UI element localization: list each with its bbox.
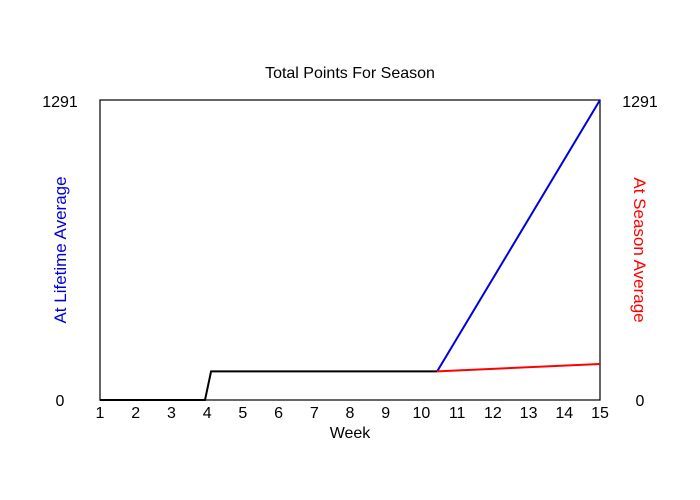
x-tick-label: 15: [591, 405, 609, 422]
series-layer: [100, 99, 601, 401]
x-tick-labels: 1 2 3 4 5 6 7 8 9 10 11 12 13 14 15: [96, 405, 609, 422]
series-line-1: [436, 99, 601, 372]
x-tick-label: 1: [96, 405, 105, 422]
x-tick-label: 7: [310, 405, 319, 422]
x-tick-label: 9: [381, 405, 390, 422]
x-tick-label: 12: [484, 405, 502, 422]
chart-title: Total Points For Season: [265, 65, 435, 82]
x-tick-label: 10: [413, 405, 431, 422]
y-tick-left-max: 1291: [42, 94, 78, 111]
x-tick-label: 14: [555, 405, 573, 422]
x-axis-label: Week: [330, 425, 372, 442]
x-tick-label: 2: [131, 405, 140, 422]
x-tick-label: 4: [203, 405, 212, 422]
x-tick-label: 13: [520, 405, 538, 422]
plot-area: [99, 99, 601, 401]
x-tick-label: 3: [167, 405, 176, 422]
series-line-2: [437, 362, 601, 373]
x-tick-label: 11: [449, 405, 466, 422]
series-line-0: [100, 370, 438, 401]
y-axis-label-right: At Season Average: [630, 177, 649, 322]
y-tick-right-min: 0: [636, 393, 645, 410]
y-tick-right-max: 1291: [622, 94, 658, 111]
x-tick-label: 8: [346, 405, 355, 422]
y-axis-label-left: At Lifetime Average: [51, 176, 70, 323]
y-tick-left-min: 0: [56, 393, 65, 410]
x-tick-label: 5: [238, 405, 247, 422]
x-tick-label: 6: [274, 405, 283, 422]
